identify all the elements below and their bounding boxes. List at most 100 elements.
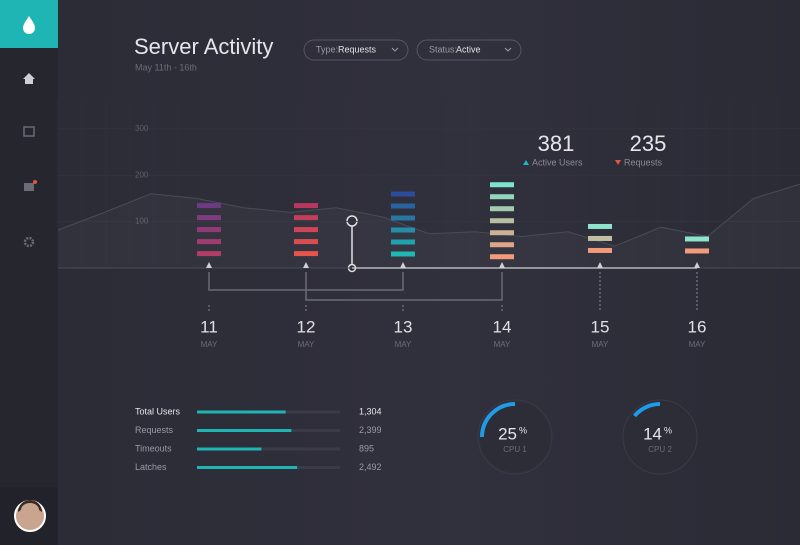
- gauge-arc: [480, 402, 516, 438]
- month-label: MAY: [298, 340, 315, 349]
- metric-fill: [197, 410, 286, 414]
- bar-segment: [391, 239, 415, 245]
- stat-label: Requests: [624, 157, 663, 167]
- gauge-arc: [633, 402, 661, 418]
- gauge-value: 25: [498, 424, 517, 443]
- bar-segment: [490, 230, 514, 236]
- bar-pointer: [400, 262, 406, 268]
- stat-arrow: [615, 160, 621, 165]
- stat-value: 381: [538, 131, 575, 156]
- day-label: 13: [394, 317, 413, 336]
- bar-segment: [197, 251, 221, 257]
- chevron: [391, 47, 399, 52]
- home-icon[interactable]: [23, 73, 35, 84]
- metric-fill: [197, 447, 262, 451]
- metric-fill: [197, 429, 292, 432]
- gauge-unit: %: [664, 425, 672, 435]
- bar-segment: [391, 251, 415, 257]
- chat-icon[interactable]: [24, 183, 34, 191]
- bar-segment: [391, 203, 415, 209]
- bar-segment: [391, 191, 415, 197]
- gauge-label: CPU 1: [503, 445, 527, 454]
- filter-value: Requests: [338, 44, 377, 54]
- sidebar: [0, 0, 58, 545]
- bar-segment: [294, 239, 318, 245]
- metric-fill: [197, 466, 298, 469]
- bar-pointer: [499, 262, 505, 268]
- connectors: [208, 272, 698, 312]
- gauge-unit: %: [519, 425, 527, 435]
- bar-segment: [490, 194, 514, 200]
- month-label: MAY: [494, 340, 511, 349]
- y-tick-label: 100: [135, 217, 149, 226]
- filter-type[interactable]: [303, 39, 409, 61]
- bar-pointer: [303, 262, 309, 268]
- bar: [588, 223, 612, 253]
- bar: [685, 236, 709, 254]
- day-label: 12: [297, 317, 316, 336]
- metric-value: 1,304: [359, 406, 382, 416]
- bar-segment: [197, 203, 221, 209]
- bar-segment: [490, 242, 514, 248]
- bar-segment: [391, 215, 415, 221]
- y-tick-label: 300: [135, 124, 149, 133]
- bar-segment: [685, 236, 709, 242]
- avatar[interactable]: [14, 500, 46, 532]
- logo-icon: [23, 16, 35, 34]
- gauge-label: CPU 2: [648, 445, 672, 454]
- filter-value: Active: [456, 44, 481, 54]
- notification-dot: [33, 180, 37, 184]
- filter-status[interactable]: [416, 39, 522, 61]
- day-label: 11: [200, 317, 218, 336]
- bar-pointer: [597, 262, 603, 268]
- bar-segment: [197, 227, 221, 233]
- month-label: MAY: [395, 340, 412, 349]
- settings-icon[interactable]: [23, 236, 35, 248]
- metric-label: Latches: [135, 462, 167, 472]
- filter-label: Status:: [429, 44, 457, 54]
- avatar-hair: [18, 500, 42, 512]
- title: Server Activity: [134, 34, 273, 59]
- stat-value: 235: [630, 131, 667, 156]
- gauge-value: 14: [643, 424, 662, 443]
- bar-segment: [490, 218, 514, 224]
- day-label: 14: [493, 317, 512, 336]
- bar: [391, 191, 415, 257]
- metric-value: 2,492: [359, 462, 382, 472]
- bar: [294, 203, 318, 257]
- stat-label: Active Users: [532, 157, 583, 167]
- stat-arrow: [523, 160, 529, 165]
- bar-segment: [490, 206, 514, 212]
- bar-pointer: [206, 262, 212, 268]
- day-label: 16: [688, 317, 707, 336]
- bar-segment: [197, 215, 221, 221]
- bar-segment: [197, 239, 221, 245]
- metric-track: [197, 447, 340, 451]
- month-label: MAY: [689, 340, 706, 349]
- bar-segment: [294, 203, 318, 209]
- trend-line: [57, 183, 800, 247]
- cursor-handle[interactable]: [346, 215, 358, 227]
- bar: [197, 203, 221, 257]
- bar-segment: [391, 227, 415, 233]
- month-label: MAY: [592, 340, 609, 349]
- bar-segment: [588, 223, 612, 229]
- subtitle: May 11th - 16th: [135, 62, 197, 72]
- bar-segment: [294, 227, 318, 233]
- bar-segment: [685, 248, 709, 254]
- box-icon[interactable]: [23, 126, 35, 137]
- metric-label: Total Users: [135, 406, 181, 416]
- metric-value: 2,399: [359, 425, 382, 435]
- filter-label: Type:: [316, 44, 338, 54]
- month-label: MAY: [201, 340, 218, 349]
- metric-label: Timeouts: [135, 443, 172, 453]
- bar-segment: [490, 254, 514, 260]
- bar: [490, 182, 514, 260]
- gauge-outer: [622, 399, 698, 475]
- main-bg: [58, 0, 800, 545]
- bar-segment: [294, 251, 318, 257]
- bar-segment: [588, 235, 612, 241]
- bar-segment: [294, 215, 318, 221]
